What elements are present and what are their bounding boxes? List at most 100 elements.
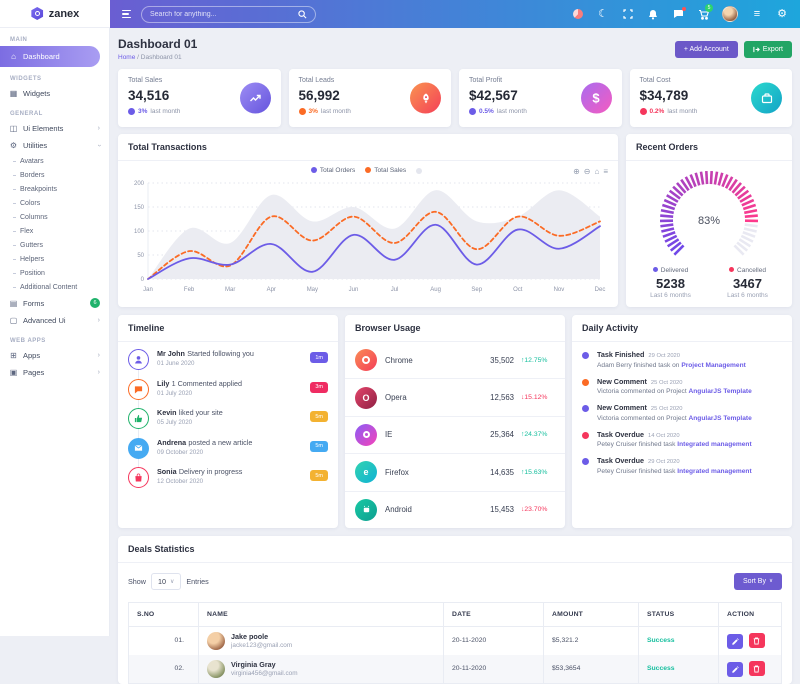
legend-hidden-series-dot[interactable] — [416, 168, 422, 174]
browser-usage-title: Browser Usage — [345, 315, 565, 342]
entries-label: Entries — [186, 577, 208, 586]
user-avatar[interactable] — [722, 6, 738, 22]
sidebar-subitem-colors[interactable]: Colors — [0, 196, 109, 210]
utilities-icon: ⚙ — [9, 141, 18, 150]
svg-text:May: May — [307, 287, 318, 293]
chart-toolbar: ⊕ ⊖ ⌂ ≡ — [573, 167, 608, 176]
home-icon: ⌂ — [9, 52, 18, 61]
sidebar-subitem-columns[interactable]: Columns — [0, 210, 109, 224]
chevron-right-icon: › — [98, 352, 100, 359]
sidebar-item-utilities[interactable]: ⚙ Utilities › — [0, 137, 109, 154]
svg-text:Apr: Apr — [267, 287, 276, 293]
fullscreen-icon[interactable] — [622, 8, 634, 20]
activity-link[interactable]: Project Management — [681, 362, 746, 369]
svg-text:Feb: Feb — [184, 287, 195, 293]
sidebar: MAIN ⌂ Dashboard WIDGETS ▦ Widgets GENER… — [0, 28, 110, 636]
search-box — [141, 6, 316, 23]
settings-gear-icon[interactable]: ⚙ — [776, 8, 788, 20]
brand-logo[interactable]: zanex — [0, 0, 110, 28]
svg-text:150: 150 — [134, 205, 145, 211]
browser-row-opera: O Opera 12,563 ↓15.12% — [345, 379, 565, 416]
breadcrumb-home-link[interactable]: Home — [118, 54, 135, 61]
messages-unread-dot — [682, 7, 686, 11]
search-input[interactable] — [150, 11, 298, 18]
cart-icon[interactable]: 5 — [697, 8, 709, 20]
col-status: STATUS — [639, 602, 719, 626]
cart-badge: 5 — [705, 4, 713, 12]
delete-button[interactable] — [749, 633, 765, 648]
brand-name: zanex — [49, 8, 80, 20]
notifications-bell-icon[interactable] — [647, 8, 659, 20]
change-dot — [640, 108, 647, 115]
activity-link[interactable]: Integrated management — [677, 468, 751, 475]
ie-icon — [355, 424, 377, 446]
chart-menu-icon[interactable]: ≡ — [603, 167, 608, 176]
sidebar-toggle-icon[interactable] — [122, 10, 131, 19]
sidebar-item-apps[interactable]: ⊞ Apps › — [0, 347, 109, 364]
activity-dot — [582, 458, 589, 465]
delete-button[interactable] — [749, 661, 765, 676]
advanced-ui-file-icon: ▢ — [9, 316, 18, 325]
sidebar-subitem-gutters[interactable]: Gutters — [0, 238, 109, 252]
legend-total-orders[interactable]: Total Orders — [311, 167, 355, 174]
menu-lines-icon[interactable]: ≡ — [751, 8, 763, 20]
zoom-out-icon[interactable]: ⊖ — [584, 167, 591, 176]
messages-chat-icon[interactable] — [672, 8, 684, 20]
svg-text:Jul: Jul — [391, 287, 399, 293]
sidebar-subitem-additional-content[interactable]: Additional Content — [0, 280, 109, 294]
total-transactions-card: Total Transactions Total Orders Total Sa… — [118, 134, 618, 307]
sidebar-item-pages[interactable]: ▣ Pages › — [0, 364, 109, 381]
zoom-in-icon[interactable]: ⊕ — [573, 167, 580, 176]
browser-row-chrome: Chrome 35,502 ↑12.75% — [345, 342, 565, 379]
search-icon[interactable] — [298, 10, 307, 19]
chart-legend: Total Orders Total Sales — [126, 164, 610, 177]
sidebar-item-ui-elements[interactable]: ◫ Ui Elements › — [0, 120, 109, 137]
ui-elements-icon: ◫ — [9, 124, 18, 133]
sidebar-item-forms[interactable]: ▤ Forms 6 — [0, 294, 109, 312]
activity-link[interactable]: AngularJS Template — [689, 388, 752, 395]
sidebar-subitem-breakpoints[interactable]: Breakpoints — [0, 182, 109, 196]
forms-file-icon: ▤ — [9, 299, 18, 308]
export-button[interactable]: Export — [744, 41, 792, 58]
apps-icon: ⊞ — [9, 351, 18, 360]
browser-row-ie: IE 25,364 ↑24.37% — [345, 417, 565, 454]
svg-text:Sep: Sep — [471, 287, 482, 293]
pencil-icon — [732, 666, 739, 673]
edit-button[interactable] — [727, 662, 743, 677]
time-badge: 1m — [310, 352, 328, 363]
add-account-button[interactable]: + Add Account — [675, 41, 738, 58]
main-content: Dashboard 01 Home / Dashboard 01 + Add A… — [110, 28, 800, 636]
sort-by-button[interactable]: Sort By∨ — [734, 573, 782, 590]
activity-link[interactable]: AngularJS Template — [689, 415, 752, 422]
activity-dot — [582, 432, 589, 439]
stat-cards: Total Sales 34,516 3%last month Total Le… — [118, 69, 792, 127]
legend-total-sales[interactable]: Total Sales — [365, 167, 406, 174]
entries-select[interactable]: 10∨ — [151, 573, 181, 590]
timeline-item: Andrena posted a new article 09 October … — [128, 438, 328, 459]
time-badge: 5m — [310, 470, 328, 481]
reset-home-icon[interactable]: ⌂ — [594, 167, 599, 176]
sidebar-item-advanced-ui[interactable]: ▢ Advanced Ui › — [0, 312, 109, 329]
col-amount: AMOUNT — [544, 602, 639, 626]
sidebar-item-dashboard[interactable]: ⌂ Dashboard — [0, 46, 100, 67]
analytics-pie-icon[interactable] — [572, 8, 584, 20]
col-name: NAME — [199, 602, 444, 626]
forms-count-badge: 6 — [90, 298, 100, 308]
sidebar-subitem-helpers[interactable]: Helpers — [0, 252, 109, 266]
col-date: DATE — [444, 602, 544, 626]
sidebar-subitem-position[interactable]: Position — [0, 266, 109, 280]
sidebar-subitem-avatars[interactable]: Avatars — [0, 154, 109, 168]
sidebar-subitem-borders[interactable]: Borders — [0, 168, 109, 182]
sidebar-item-widgets[interactable]: ▦ Widgets — [0, 85, 109, 102]
dark-mode-moon-icon[interactable]: ☾ — [597, 8, 609, 20]
activity-link[interactable]: Integrated management — [677, 441, 751, 448]
sidebar-subitem-flex[interactable]: Flex — [0, 224, 109, 238]
sidebar-section-main: MAIN — [10, 37, 99, 43]
svg-text:Dec: Dec — [595, 287, 606, 293]
stat-card-total-cost: Total Cost $34,789 0.2%last month — [630, 69, 793, 127]
